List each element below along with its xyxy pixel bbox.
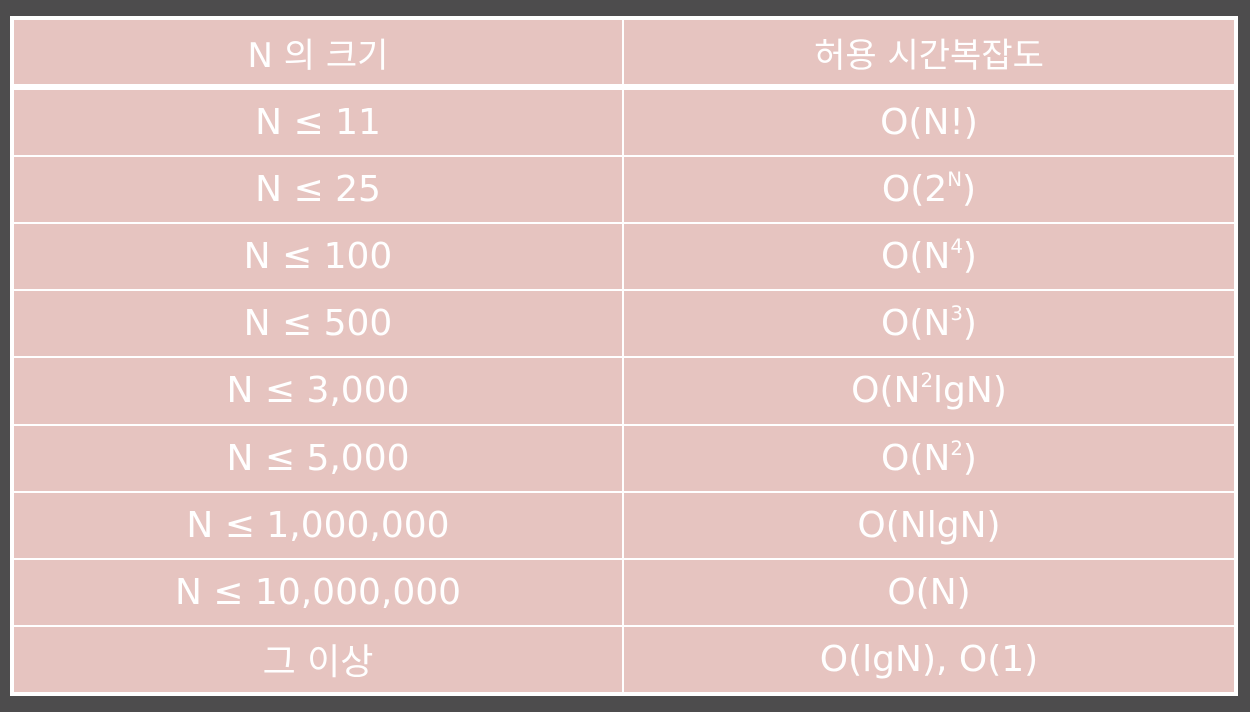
cell-complexity: O(N4) bbox=[622, 222, 1236, 292]
cell-complexity: O(N3) bbox=[622, 289, 1236, 359]
cell-complexity: O(N) bbox=[622, 557, 1236, 627]
cell-complexity: O(2N) bbox=[622, 155, 1236, 225]
complexity-text: O(N bbox=[881, 303, 951, 345]
complexity-text: O(lgN), O(1) bbox=[819, 638, 1039, 680]
cell-input-size: N ≤ 5,000 bbox=[12, 423, 624, 493]
table-row: N ≤ 3,000 O(N2lgN) bbox=[12, 356, 1236, 426]
complexity-exponent: 2 bbox=[920, 369, 934, 393]
complexity-text: O(N!) bbox=[880, 102, 978, 144]
cell-input-size: N ≤ 1,000,000 bbox=[12, 490, 624, 560]
table-row: N ≤ 10,000,000 O(N) bbox=[12, 557, 1236, 627]
complexity-text: O(N bbox=[881, 437, 951, 479]
complexity-text-tail: ) bbox=[962, 169, 977, 211]
table-row: N ≤ 500 O(N3) bbox=[12, 289, 1236, 359]
complexity-table: N 의 크기 허용 시간복잡도 N ≤ 11 O(N!) N ≤ 25 O(2N) N … bbox=[12, 18, 1236, 695]
complexity-text: O(N bbox=[851, 370, 921, 412]
cell-complexity: O(N2lgN) bbox=[622, 356, 1236, 426]
complexity-text: O(2 bbox=[881, 169, 948, 211]
table-row: 그 이상 O(lgN), O(1) bbox=[12, 624, 1236, 695]
cell-input-size: N ≤ 11 bbox=[12, 85, 624, 158]
complexity-exponent: 3 bbox=[950, 302, 963, 326]
complexity-exponent: N bbox=[947, 168, 963, 192]
cell-input-size: 그 이상 bbox=[12, 624, 624, 695]
header-allowed-complexity: 허용 시간복잡도 bbox=[622, 18, 1236, 90]
cell-input-size: N ≤ 100 bbox=[12, 222, 624, 292]
header-input-size: N 의 크기 bbox=[12, 18, 624, 90]
complexity-exponent: 4 bbox=[950, 235, 963, 259]
complexity-text: O(N) bbox=[887, 571, 971, 613]
table-row: N ≤ 100 O(N4) bbox=[12, 222, 1236, 292]
complexity-text: O(N bbox=[881, 236, 951, 278]
complexity-text-tail: ) bbox=[962, 303, 977, 345]
complexity-table-frame: N 의 크기 허용 시간복잡도 N ≤ 11 O(N!) N ≤ 25 O(2N) N … bbox=[10, 16, 1238, 696]
complexity-text-tail: lgN) bbox=[933, 370, 1007, 412]
complexity-text-tail: ) bbox=[962, 437, 977, 479]
cell-input-size: N ≤ 10,000,000 bbox=[12, 557, 624, 627]
header-row: N 의 크기 허용 시간복잡도 bbox=[12, 18, 1236, 90]
complexity-exponent: 2 bbox=[950, 436, 963, 460]
table-row: N ≤ 11 O(N!) bbox=[12, 85, 1236, 158]
cell-complexity: O(lgN), O(1) bbox=[622, 624, 1236, 695]
complexity-text: O(NlgN) bbox=[857, 504, 1001, 546]
cell-complexity: O(N2) bbox=[622, 423, 1236, 493]
complexity-text-tail: ) bbox=[962, 236, 977, 278]
cell-complexity: O(N!) bbox=[622, 85, 1236, 158]
table-row: N ≤ 25 O(2N) bbox=[12, 155, 1236, 225]
cell-complexity: O(NlgN) bbox=[622, 490, 1236, 560]
table-row: N ≤ 1,000,000 O(NlgN) bbox=[12, 490, 1236, 560]
cell-input-size: N ≤ 25 bbox=[12, 155, 624, 225]
cell-input-size: N ≤ 500 bbox=[12, 289, 624, 359]
cell-input-size: N ≤ 3,000 bbox=[12, 356, 624, 426]
table-row: N ≤ 5,000 O(N2) bbox=[12, 423, 1236, 493]
